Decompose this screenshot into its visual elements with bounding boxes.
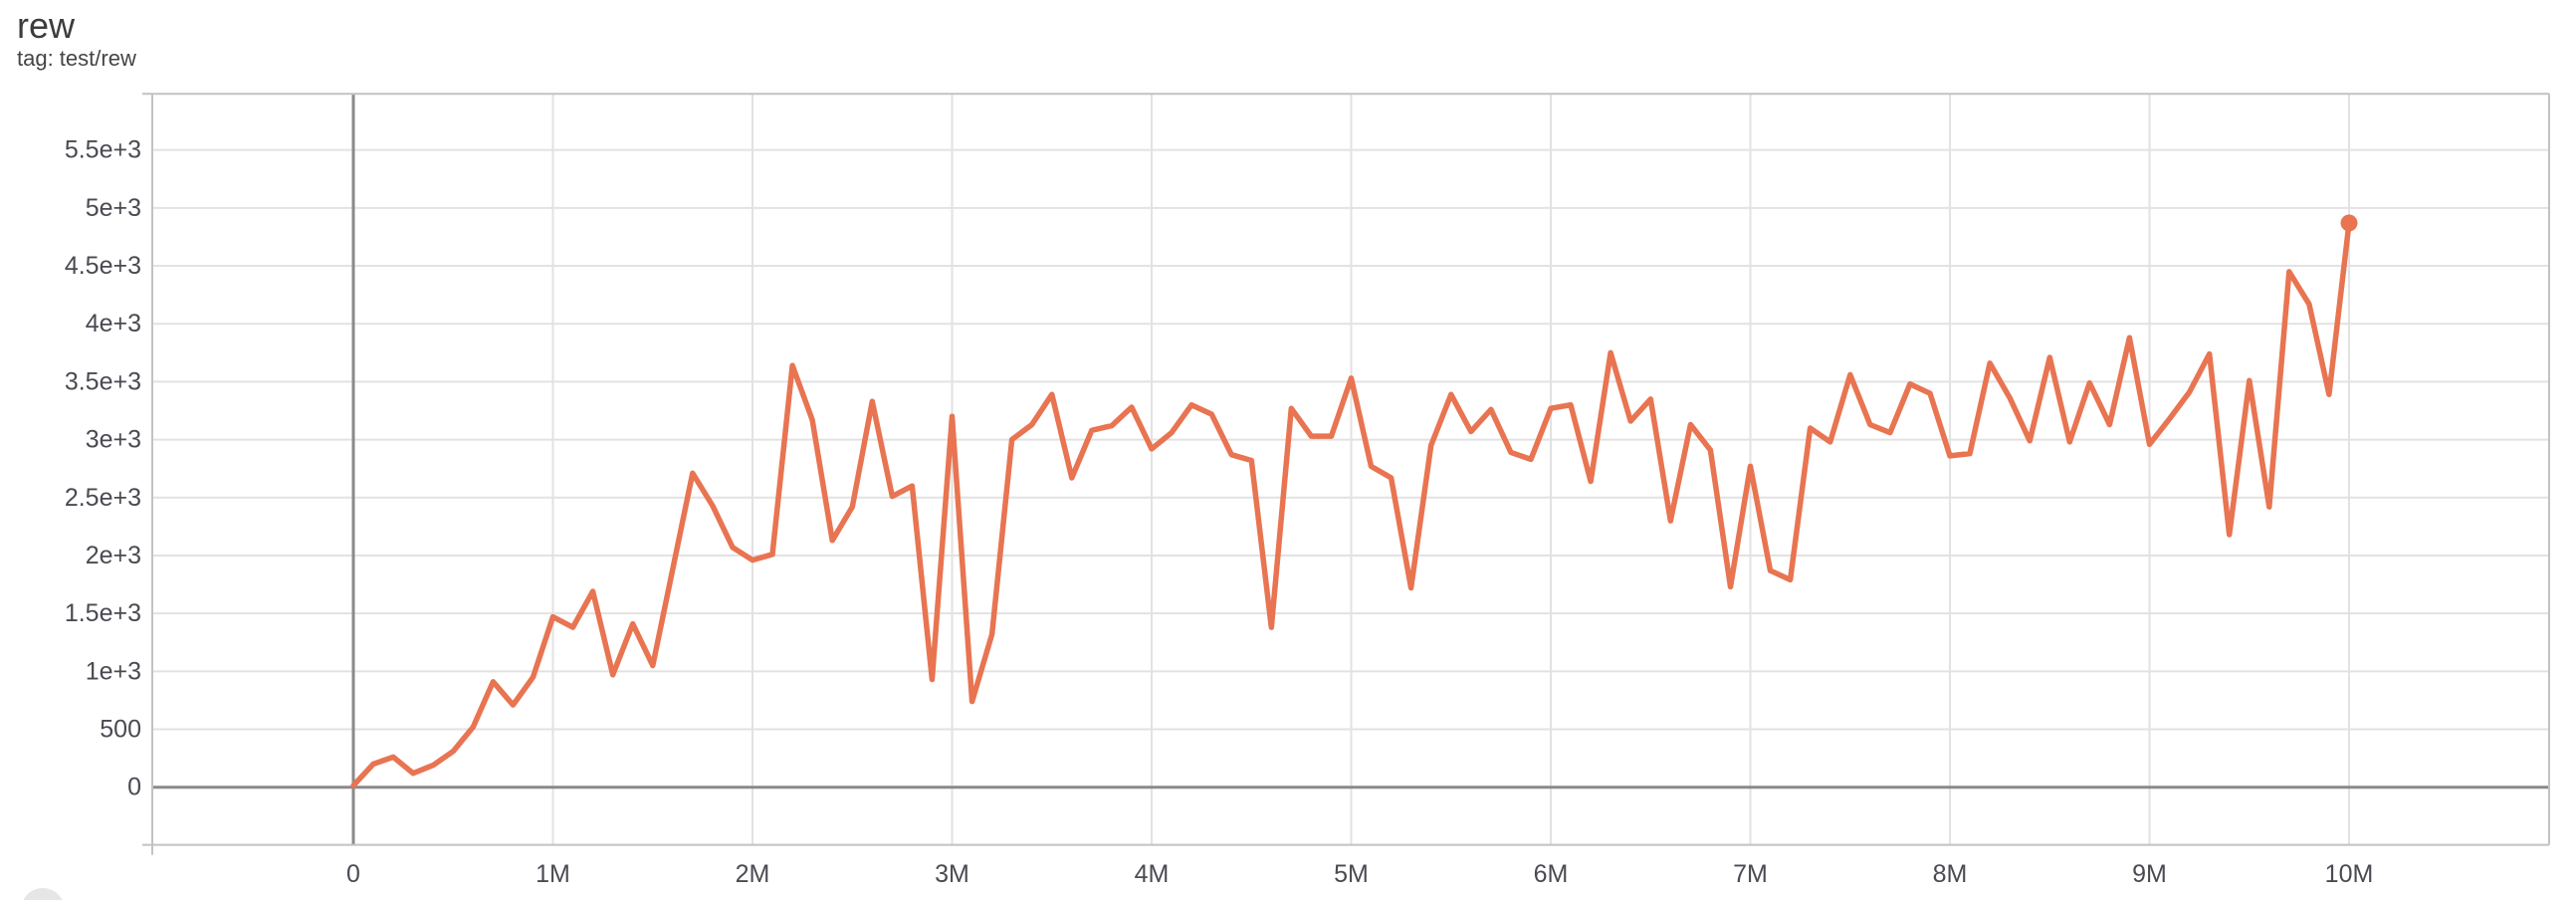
y-tick-label: 2.5e+3	[65, 484, 141, 512]
y-tick-label: 1.5e+3	[65, 599, 141, 627]
x-tick-label: 10M	[2325, 860, 2374, 888]
y-tick-label: 5e+3	[86, 194, 141, 222]
x-tick-label: 1M	[536, 860, 570, 888]
x-tick-label: 4M	[1135, 860, 1170, 888]
y-tick-label: 500	[100, 716, 141, 744]
y-tick-label: 1e+3	[86, 657, 141, 685]
y-tick-label: 4e+3	[86, 310, 141, 338]
x-tick-label: 5M	[1334, 860, 1369, 888]
y-tick-label: 0	[127, 774, 141, 801]
y-tick-label: 4.5e+3	[65, 252, 141, 280]
x-tick-label: 9M	[2132, 860, 2167, 888]
x-tick-label: 0	[346, 860, 360, 888]
x-tick-label: 6M	[1534, 860, 1569, 888]
x-tick-label: 7M	[1733, 860, 1768, 888]
y-tick-label: 3e+3	[86, 426, 141, 454]
y-tick-label: 5.5e+3	[65, 136, 141, 164]
chart-tag: tag: test/rew	[17, 46, 136, 71]
chart-title: rew	[17, 5, 76, 46]
x-tick-label: 8M	[1933, 860, 1968, 888]
corner-button[interactable]	[21, 888, 65, 900]
series-line-test-rew	[350, 220, 2352, 788]
x-tick-label: 3M	[935, 860, 969, 888]
final-point-dot	[2340, 214, 2358, 232]
x-tick-label: 2M	[736, 860, 770, 888]
y-tick-label: 2e+3	[86, 542, 141, 569]
y-tick-label: 3.5e+3	[65, 367, 141, 395]
